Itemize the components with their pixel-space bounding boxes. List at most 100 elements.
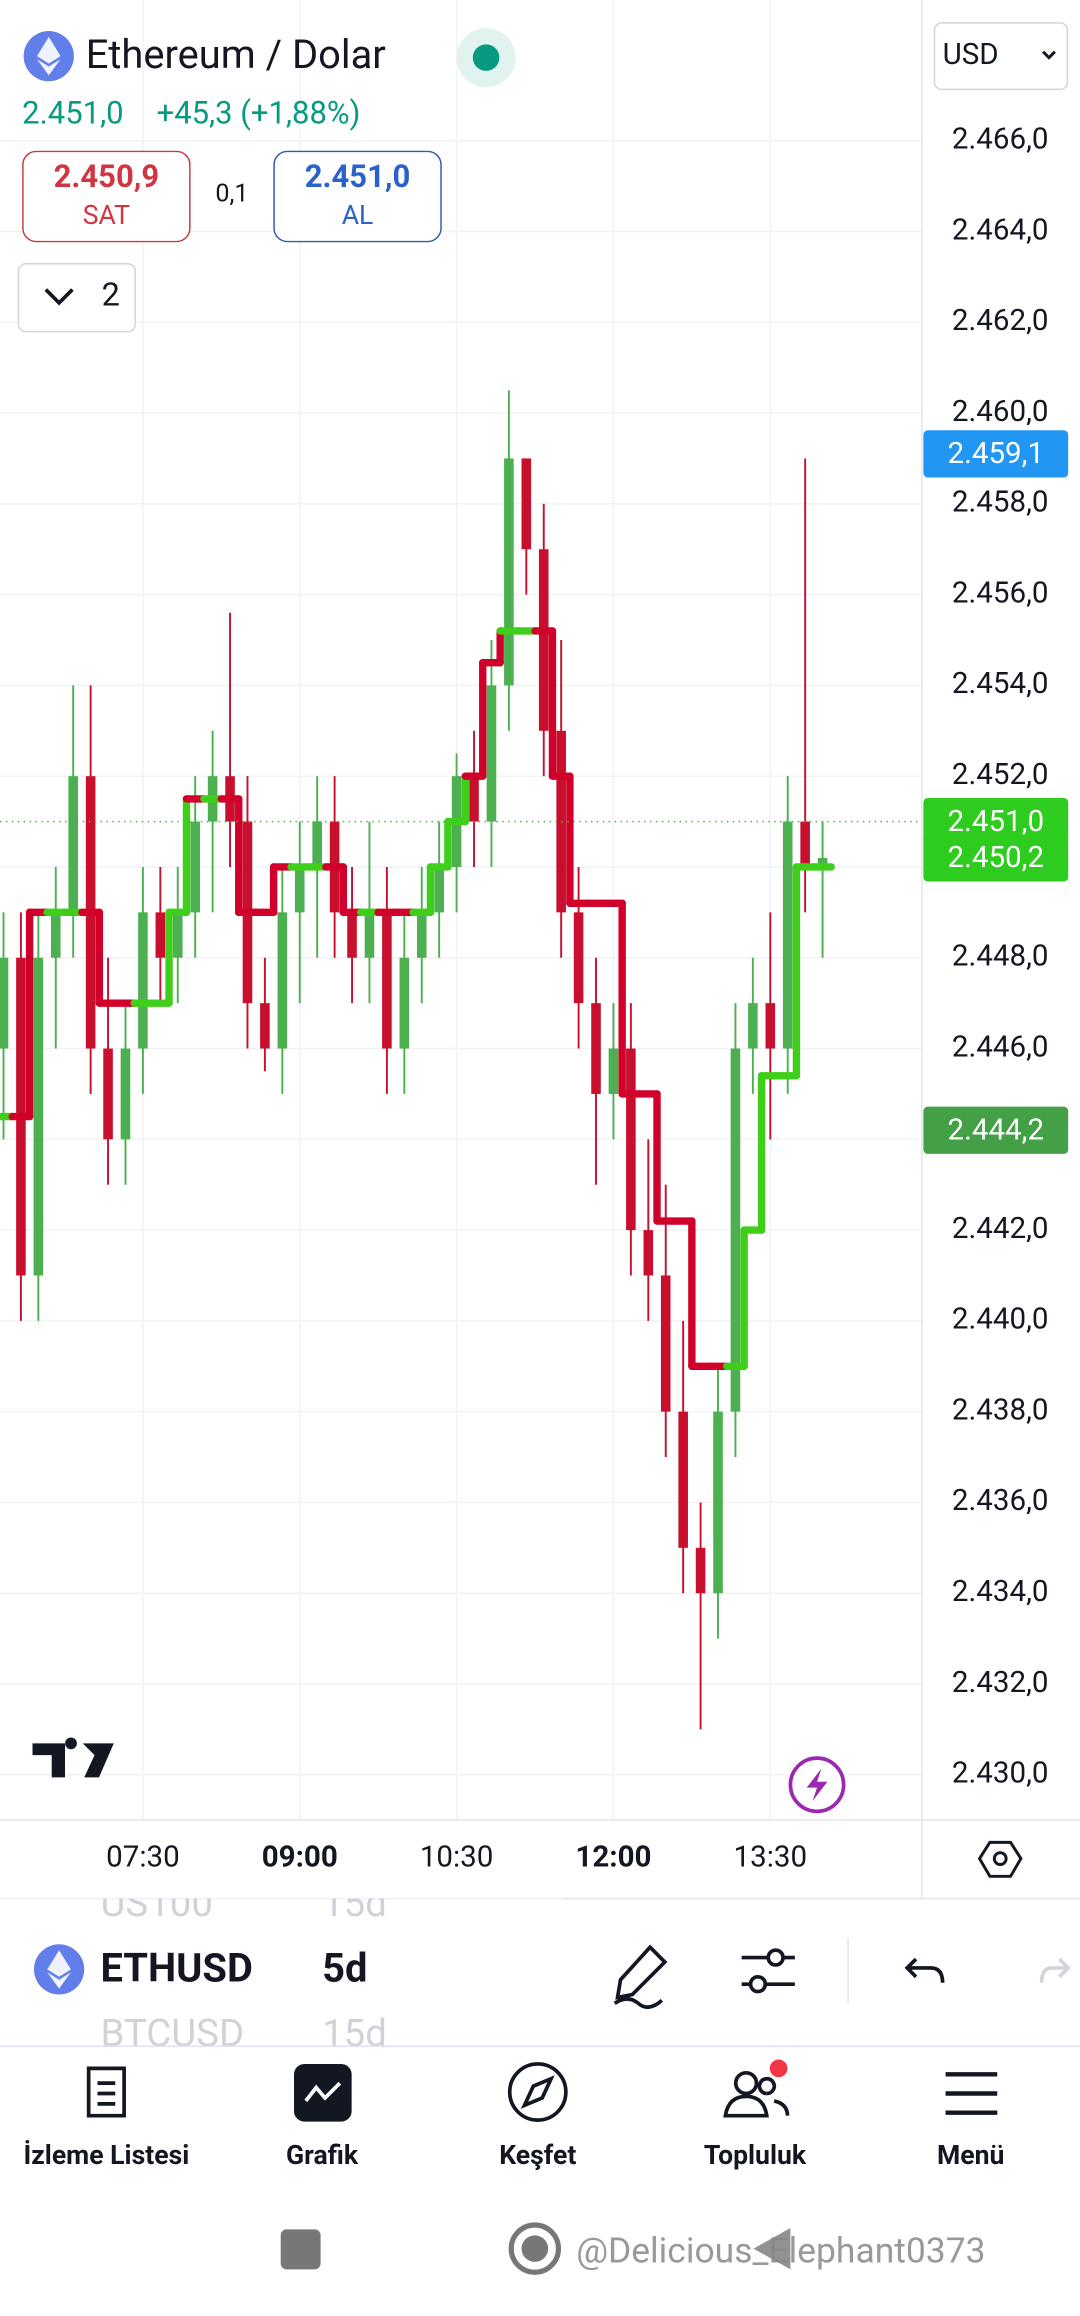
candle-body bbox=[573, 912, 584, 1004]
y-tick-label: 2.458,0 bbox=[952, 486, 1049, 520]
community-icon[interactable] bbox=[733, 2070, 759, 2096]
candle-body bbox=[277, 912, 288, 1049]
candle-body bbox=[678, 1411, 688, 1548]
x-tick-label: 10:30 bbox=[420, 1840, 494, 1874]
settings-icon-center bbox=[992, 1851, 1008, 1866]
y-tick-label: 2.466,0 bbox=[952, 123, 1049, 157]
chevron-icon bbox=[44, 288, 74, 306]
candle-body bbox=[713, 1411, 723, 1594]
nav-label: İzleme Listesi bbox=[23, 2140, 189, 2171]
toolbar-symbol[interactable]: ETHUSD bbox=[100, 1944, 252, 1991]
explore-icon[interactable] bbox=[507, 2062, 568, 2122]
candle-body bbox=[817, 857, 828, 867]
recents-button[interactable] bbox=[280, 2229, 321, 2270]
candle-body bbox=[138, 912, 148, 1049]
candle-body bbox=[190, 821, 200, 913]
lightning-icon bbox=[806, 1768, 828, 1801]
plot bbox=[0, 390, 922, 1730]
x-tick-label: 09:00 bbox=[262, 1840, 338, 1874]
indicators-count: 2 bbox=[102, 276, 120, 314]
candle-body bbox=[800, 821, 810, 867]
candle-body bbox=[172, 912, 183, 958]
candle-body bbox=[521, 458, 532, 550]
y-tick-label: 2.430,0 bbox=[952, 1757, 1049, 1791]
mask bbox=[0, 2046, 1080, 2076]
y-tick-label: 2.432,0 bbox=[952, 1666, 1049, 1700]
candle-body bbox=[294, 866, 305, 913]
tradingview-logo bbox=[32, 1737, 114, 1778]
slider-knob bbox=[748, 1974, 768, 1994]
candle-body bbox=[591, 1003, 601, 1094]
nav-label: Grafik bbox=[286, 2140, 359, 2171]
draw-icon[interactable] bbox=[613, 1944, 668, 2009]
candle-body bbox=[748, 1003, 758, 1049]
candle-body bbox=[643, 1230, 654, 1276]
buy-button[interactable] bbox=[273, 150, 442, 243]
candle-body bbox=[765, 1003, 776, 1049]
candle-body bbox=[155, 912, 166, 958]
y-tick-label: 2.460,0 bbox=[952, 395, 1049, 429]
price-tag bbox=[923, 834, 1069, 882]
candle-body bbox=[608, 1048, 619, 1094]
y-tick-label: 2.454,0 bbox=[952, 667, 1049, 701]
sell-label: SAT bbox=[83, 200, 130, 231]
eth-logo-mark bbox=[47, 1950, 71, 1989]
nav-label: Keşfet bbox=[499, 2140, 576, 2171]
candle-body bbox=[626, 1048, 636, 1231]
y-tick-label: 2.442,0 bbox=[952, 1212, 1049, 1246]
candle-body bbox=[538, 549, 549, 731]
settings-icon[interactable] bbox=[977, 1840, 1023, 1878]
candle-body bbox=[382, 912, 392, 1049]
home-button[interactable] bbox=[508, 2222, 562, 2275]
slider-knob bbox=[766, 1948, 785, 1967]
back-button[interactable] bbox=[753, 2227, 791, 2270]
toolbar-interval[interactable]: 5d bbox=[322, 1944, 367, 1991]
nav-label: Topluluk bbox=[704, 2140, 807, 2171]
y-tick-label: 2.456,0 bbox=[952, 576, 1049, 610]
sell-button[interactable] bbox=[22, 150, 191, 243]
buy-price: 2.451,0 bbox=[305, 158, 411, 195]
y-tick-label: 2.452,0 bbox=[952, 758, 1049, 792]
x-tick-label: 13:30 bbox=[734, 1840, 808, 1874]
candle-body bbox=[469, 776, 479, 822]
watchlist-icon[interactable] bbox=[86, 2066, 126, 2118]
mask bbox=[0, 1877, 562, 1899]
y-tick-label: 2.440,0 bbox=[952, 1303, 1049, 1337]
y-tick-label: 2.438,0 bbox=[952, 1393, 1049, 1427]
redo-icon[interactable] bbox=[1039, 1957, 1071, 1983]
candle-body bbox=[120, 1048, 131, 1140]
y-tick-label: 2.446,0 bbox=[952, 1030, 1049, 1064]
nav: İzleme Listesi Grafik Keşfet Topluluk Menü bbox=[23, 2140, 1004, 2171]
x-tick-label: 07:30 bbox=[106, 1840, 180, 1874]
candle-body bbox=[416, 912, 427, 958]
eth-logo-mark bbox=[36, 36, 61, 76]
price-tag bbox=[923, 797, 1069, 846]
undo-icon[interactable] bbox=[904, 1957, 945, 1983]
indicators-toggle[interactable] bbox=[17, 262, 136, 333]
candle-body bbox=[68, 776, 78, 913]
y-tick-label: 2.436,0 bbox=[952, 1484, 1049, 1518]
candle-body bbox=[660, 1275, 671, 1412]
candle-body bbox=[260, 1003, 270, 1049]
candle-body bbox=[730, 1048, 741, 1412]
price-tag bbox=[923, 1106, 1069, 1154]
y-tick-label: 2.464,0 bbox=[952, 213, 1049, 247]
menu-icon[interactable] bbox=[945, 2072, 998, 2115]
chevron-icon bbox=[1042, 50, 1056, 60]
candle-body bbox=[399, 957, 410, 1049]
price-tag-label: 2.450,2 bbox=[947, 841, 1044, 875]
candle-body bbox=[312, 821, 322, 867]
candle-body bbox=[695, 1547, 706, 1594]
x-tick-label: 12:00 bbox=[575, 1840, 651, 1874]
last-price: 2.451,0 bbox=[22, 94, 123, 131]
spread: 0,1 bbox=[215, 180, 248, 209]
nav-label: Menü bbox=[937, 2140, 1004, 2171]
notification-dot bbox=[769, 2059, 788, 2078]
candle-body bbox=[782, 821, 793, 1049]
buy-label: AL bbox=[342, 200, 374, 231]
candle-body bbox=[103, 1048, 113, 1140]
currency-select[interactable] bbox=[933, 22, 1069, 91]
price-tag-label: 2.459,1 bbox=[947, 437, 1044, 471]
